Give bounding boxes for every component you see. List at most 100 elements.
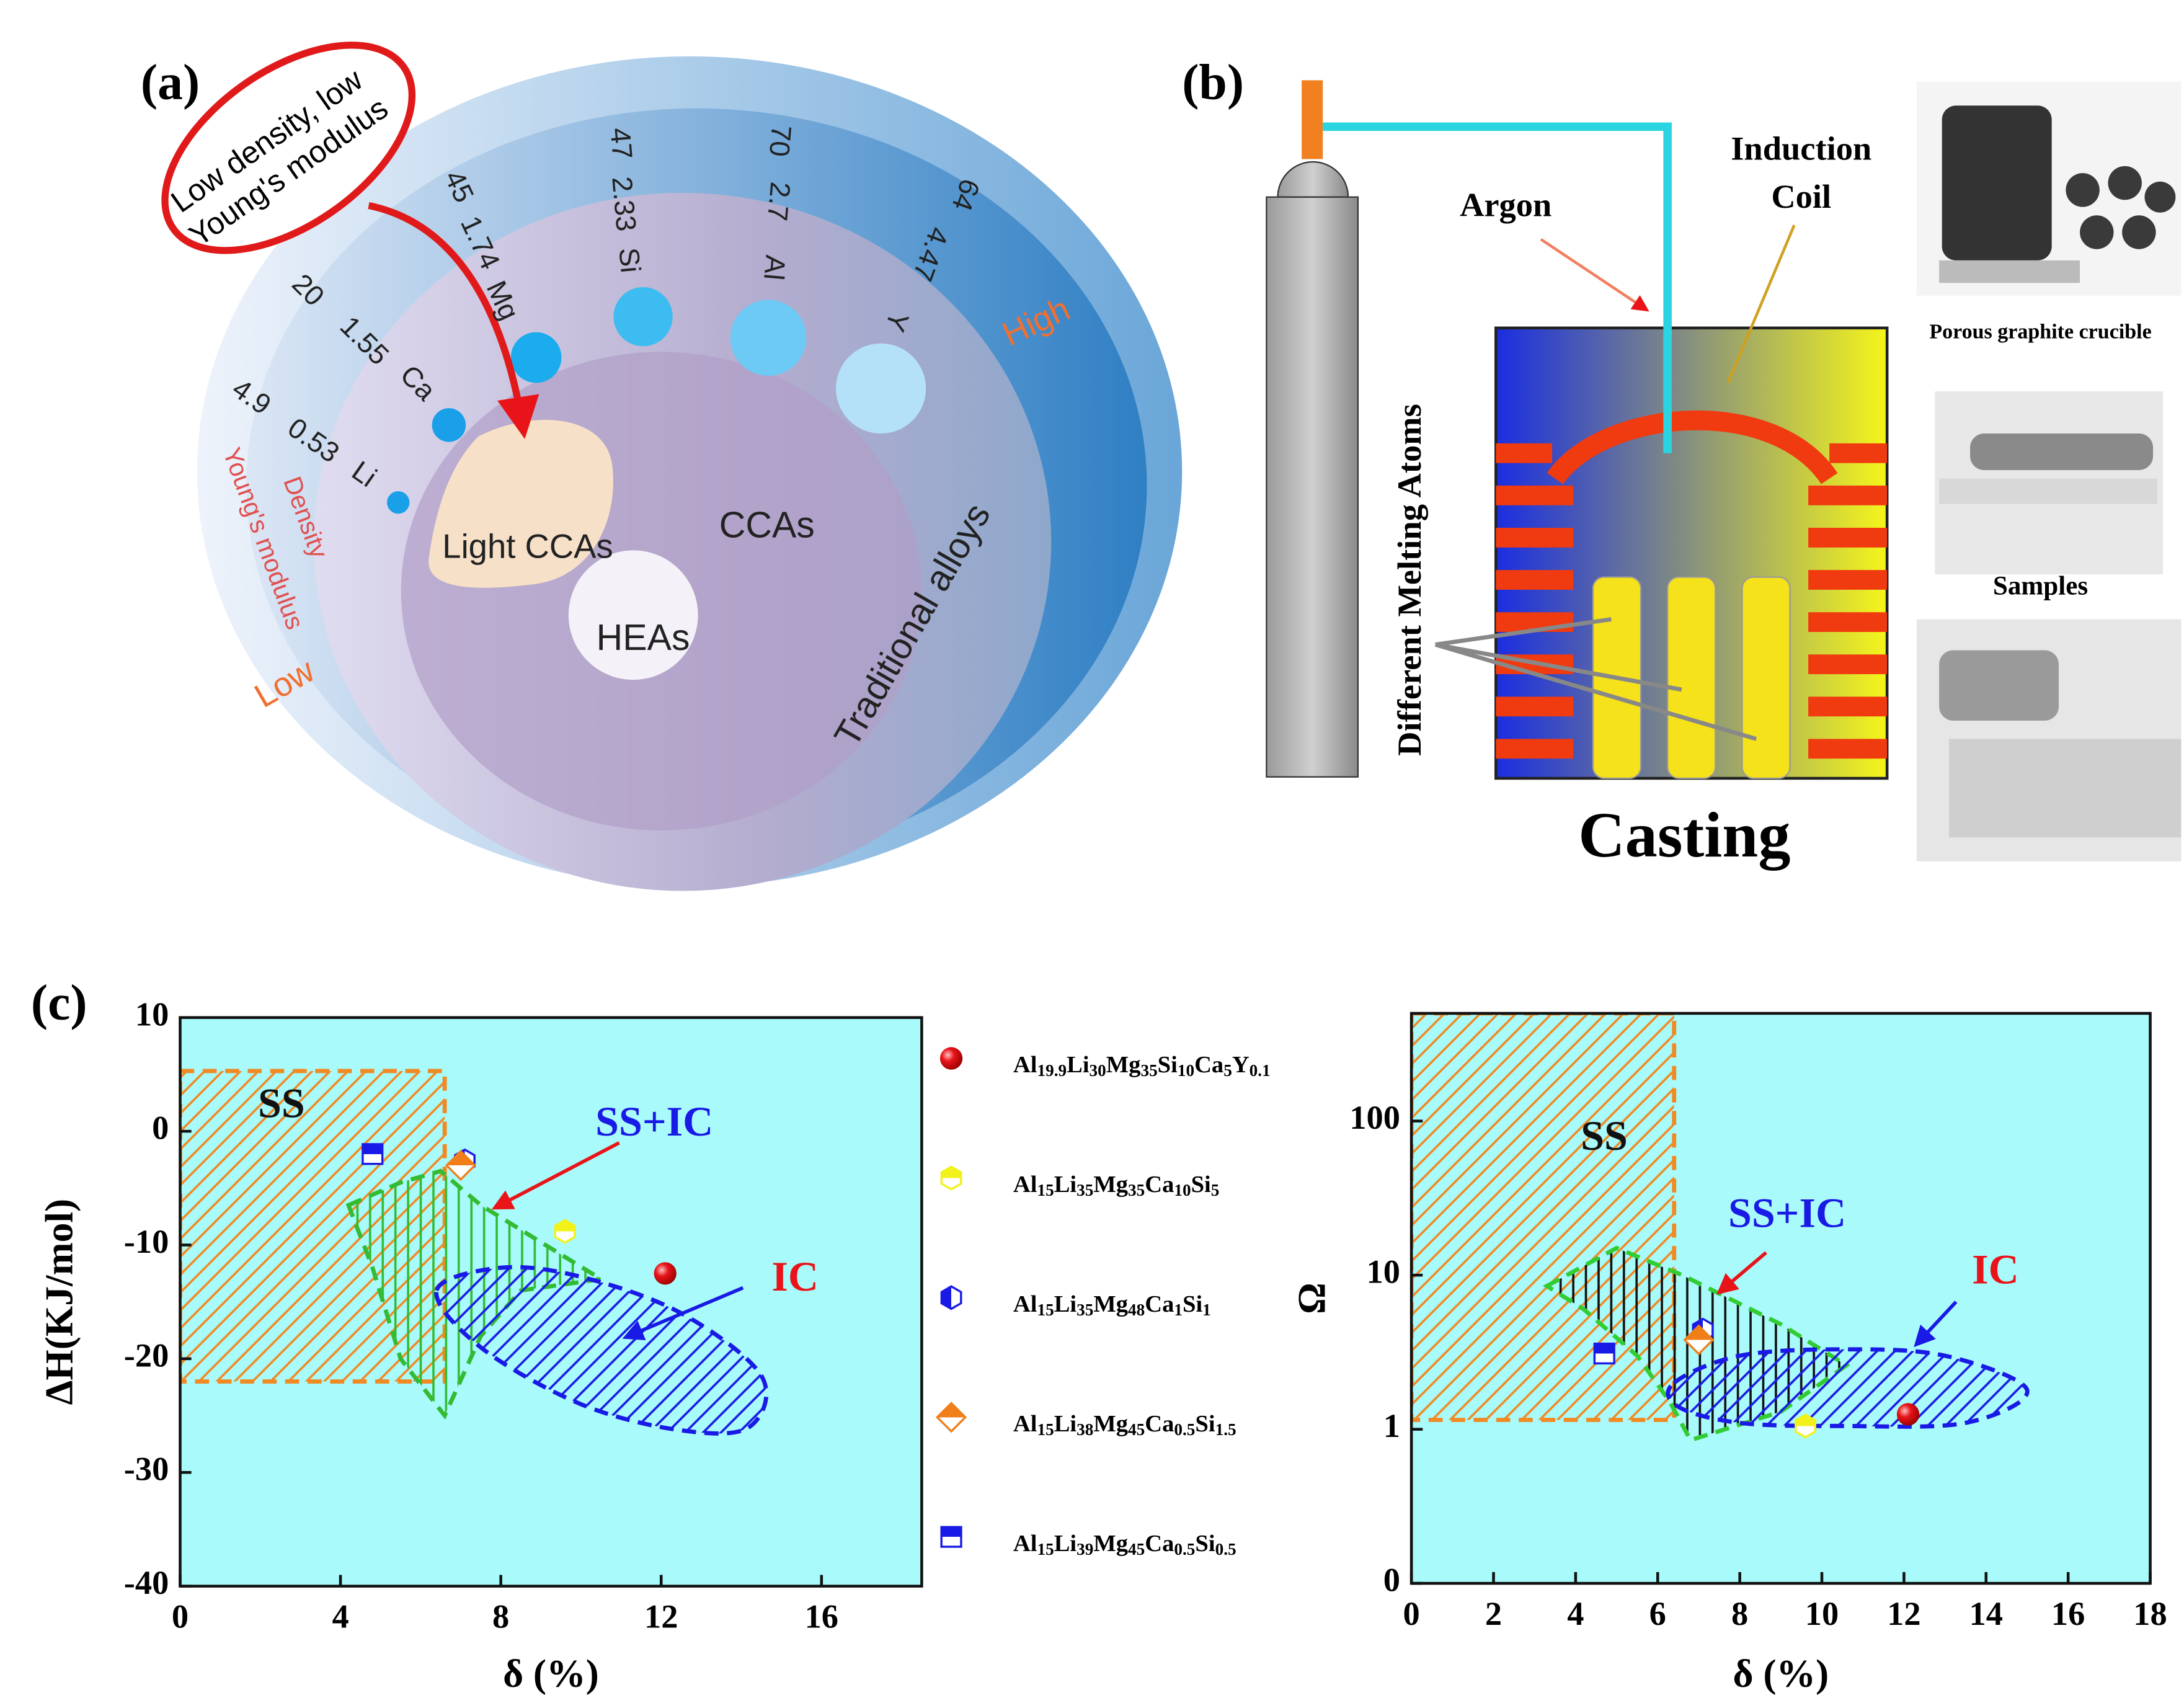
element-modulus: 70 (763, 124, 797, 158)
coil-arc (1547, 411, 1838, 485)
x-tick-label: 18 (2133, 1594, 2167, 1632)
legend-label-part: Li (1054, 1172, 1077, 1198)
legend-label-part: 35 (1076, 1181, 1093, 1199)
legend-marker (940, 1285, 962, 1310)
legend-marker (940, 1526, 962, 1548)
region-label: IC (771, 1253, 819, 1300)
legend-label-part: Mg (1093, 1172, 1128, 1198)
legend-label-part: 10 (1178, 1062, 1194, 1080)
coil-label: Coil (1771, 177, 1831, 215)
sample-photo (1939, 650, 2059, 721)
panel-a: (a) Low density, lowYoung's modulus Dens… (141, 42, 1183, 891)
element-symbol: Al (758, 254, 791, 282)
legend-marker (940, 1165, 962, 1191)
legend-label-part: Al (1013, 1411, 1037, 1437)
y-tick-label: 0 (152, 1109, 169, 1147)
callout (161, 42, 416, 254)
x-tick-label: 14 (1969, 1594, 2003, 1632)
legend-label-part: 48 (1128, 1301, 1145, 1319)
x-axis-label: δ (%) (1733, 1652, 1829, 1696)
atoms-label: Different Melting Atoms (1390, 404, 1428, 756)
argon-pipe (1323, 122, 1672, 453)
legend-label-part: 5 (1223, 1062, 1232, 1080)
legend-label-part: Li (1054, 1291, 1077, 1317)
legend-label-part: Mg (1093, 1411, 1128, 1437)
coil-stripes (1496, 443, 1888, 759)
legend-label: Al15Li39Mg45Ca0.5Si0.5 (1013, 1531, 1236, 1558)
panel-label: (b) (1182, 54, 1244, 110)
legend-label-part: 0.5 (1174, 1420, 1195, 1439)
x-tick-label: 4 (332, 1598, 348, 1635)
legend-label-part: Si (1195, 1531, 1215, 1557)
legend-label-part: 38 (1076, 1420, 1093, 1439)
annotation-arrow (491, 1141, 620, 1210)
panel-b: (b) Argon Induction Coil Different Melti… (1182, 54, 2182, 871)
point (362, 1143, 384, 1165)
y-tick-label: 1 (1383, 1407, 1400, 1444)
y-axis-label: Ω (1289, 1283, 1333, 1314)
x-tick-label: 6 (1649, 1594, 1666, 1632)
point (1593, 1342, 1615, 1365)
legend-label-part: 39 (1076, 1540, 1093, 1558)
x-tick-label: 12 (1887, 1594, 1920, 1632)
point (1896, 1403, 1920, 1426)
x-tick-label: 8 (1731, 1594, 1748, 1632)
region (1411, 1013, 1677, 1422)
y-tick-label: -30 (124, 1450, 169, 1488)
region-label: CCAs (719, 505, 815, 546)
coil-label: Induction (1731, 130, 1871, 167)
legend-label-part: Al (1013, 1172, 1037, 1198)
legend-label-part: Ca (1145, 1291, 1174, 1317)
callout-arrow (368, 202, 539, 439)
light-cca-region (428, 420, 613, 588)
y-tick-label: -20 (124, 1336, 169, 1374)
point (1683, 1324, 1715, 1356)
x-tick-label: 10 (1805, 1594, 1839, 1632)
atom-pointers (1434, 617, 1757, 741)
x-tick-label: 2 (1485, 1594, 1502, 1632)
legend-label-part: Si (1183, 1291, 1202, 1317)
chart: SS SS+IC IC 0 2 4 6 8 10 12 14 16 18 0 1 10 100 δ (%) Ω (1289, 1012, 2167, 1696)
photo-caption: Samples (1993, 572, 2088, 601)
legend-label-part: Mg (1093, 1531, 1128, 1557)
legend-label: Al15Li35Mg48Ca1Si1 (1013, 1291, 1211, 1319)
legend-label-part: 10 (1174, 1181, 1191, 1199)
legend-label-part: 19.9 (1037, 1062, 1067, 1080)
legend-label-part: 5 (1211, 1181, 1220, 1199)
legend-marker (935, 1402, 967, 1433)
legend-label-part: 0.5 (1174, 1540, 1195, 1558)
x-tick-label: 12 (644, 1598, 678, 1635)
x-tick-label: 0 (172, 1598, 189, 1635)
region (1666, 1347, 2030, 1429)
y-tick-label: 0 (1383, 1561, 1400, 1599)
legend-label-part: 45 (1128, 1540, 1145, 1558)
legend-label: Al15Li35Mg35Ca10Si5 (1013, 1172, 1219, 1199)
region-label: SS (1581, 1112, 1628, 1159)
region-label: HEAs (597, 617, 690, 658)
legend-label-part: Si (1195, 1411, 1215, 1437)
region-label: SS (258, 1080, 305, 1127)
element-density: 2.7 (761, 180, 796, 222)
legend-label-part: 1 (1202, 1301, 1211, 1319)
legend-label-part: Si (1191, 1172, 1211, 1198)
legend-label-part: Al (1013, 1531, 1037, 1557)
argon-label: Argon (1460, 185, 1551, 223)
y-axis-label: ΔH(KJ/mol) (37, 1199, 81, 1405)
legend-label-part: Li (1067, 1052, 1090, 1078)
y-tick-label: 10 (1367, 1253, 1400, 1291)
legend-label-part: Si (1158, 1052, 1178, 1078)
x-tick-label: 8 (492, 1598, 509, 1635)
legend-label: Al15Li38Mg45Ca0.5Si1.5 (1013, 1411, 1236, 1439)
x-tick-label: 4 (1567, 1594, 1584, 1632)
element-dot (510, 332, 562, 383)
legend-label-part: Al (1013, 1052, 1037, 1078)
legend-label-part: 15 (1037, 1540, 1054, 1558)
panel-label: (a) (141, 54, 200, 110)
region-label: IC (1972, 1245, 2019, 1292)
annotation-arrow (1914, 1301, 1958, 1348)
annotation-arrow (1716, 1251, 1767, 1295)
point (554, 1219, 576, 1244)
x-tick-label: 0 (1403, 1594, 1420, 1632)
legend-label-part: Mg (1093, 1291, 1128, 1317)
